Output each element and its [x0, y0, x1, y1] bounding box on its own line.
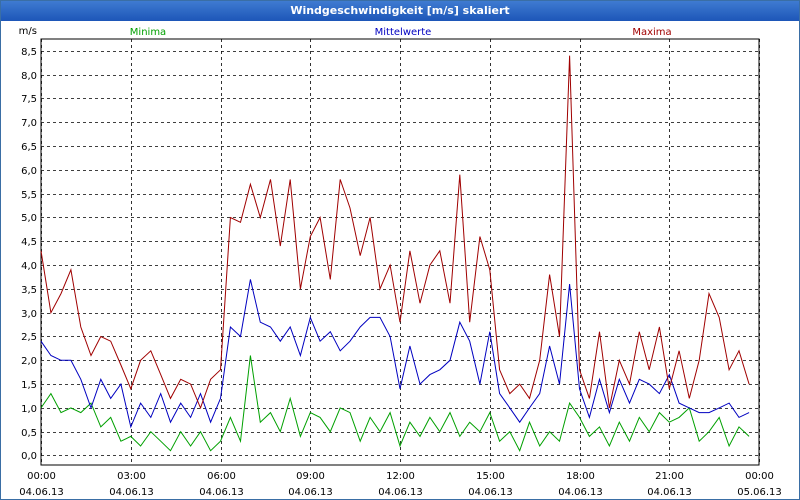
x-tick-time: 12:00 [386, 471, 415, 482]
y-tick-label: 5,0 [21, 213, 37, 224]
y-tick-label: 1,0 [21, 404, 37, 415]
x-tick-date: 04.06.13 [558, 487, 603, 498]
x-tick-time: 21:00 [655, 471, 684, 482]
x-tick-date: 04.06.13 [19, 487, 64, 498]
series-line-minima [40, 355, 750, 452]
y-tick-label: 2,0 [21, 356, 37, 367]
y-tick-label: 8,0 [21, 71, 37, 82]
y-tick-label: 8,5 [21, 47, 37, 58]
y-tick-label: 7,0 [21, 118, 37, 129]
plot-area [40, 38, 760, 466]
x-tick-date: 04.06.13 [647, 487, 692, 498]
x-tick-time: 06:00 [207, 471, 236, 482]
y-tick-label: 3,0 [21, 309, 37, 320]
x-tick-date: 04.06.13 [378, 487, 423, 498]
y-tick-label: 6,5 [21, 142, 37, 153]
x-tick-time: 00:00 [745, 471, 774, 482]
x-tick-time: 18:00 [566, 471, 595, 482]
y-tick-label: 0,0 [21, 451, 37, 462]
y-tick-label: 7,5 [21, 94, 37, 105]
y-tick-label: 5,5 [21, 190, 37, 201]
y-tick-label: 3,5 [21, 285, 37, 296]
x-tick-date: 04.06.13 [468, 487, 513, 498]
series [40, 55, 750, 452]
y-tick-label: 1,5 [21, 380, 37, 391]
x-tick-time: 09:00 [296, 471, 325, 482]
y-tick-label: 4,0 [21, 261, 37, 272]
axes: 0,0 0,5 1,0 1,5 2,0 2,5 3,0 3,5 4,0 4,5 5,0 5,5 6,0 6… [19, 26, 782, 498]
y-tick-label: 4,5 [21, 237, 37, 248]
legend-maxima: Maxima [632, 27, 671, 38]
legend-mittelwerte: Mittelwerte [375, 27, 432, 38]
legend-minima: Minima [130, 27, 166, 38]
window-title: Windgeschwindigkeit [m/s] skaliert [1, 1, 799, 21]
x-tick-time: 03:00 [117, 471, 146, 482]
series-line-maxima [40, 55, 750, 410]
legend: Minima Mittelwerte Maxima [130, 27, 672, 38]
y-tick-label: 0,5 [21, 428, 37, 439]
x-tick-date: 05.06.13 [737, 487, 782, 498]
x-tick-date: 04.06.13 [199, 487, 244, 498]
y-tick-label: 2,5 [21, 332, 37, 343]
x-tick-time: 15:00 [476, 471, 505, 482]
x-tick-date: 04.06.13 [109, 487, 154, 498]
x-tick-time: 00:00 [27, 471, 56, 482]
x-tick-date: 04.06.13 [288, 487, 333, 498]
y-axis-label: m/s [19, 26, 37, 37]
grid [40, 38, 760, 466]
series-line-mittelwerte [40, 279, 750, 429]
y-tick-label: 6,0 [21, 166, 37, 177]
